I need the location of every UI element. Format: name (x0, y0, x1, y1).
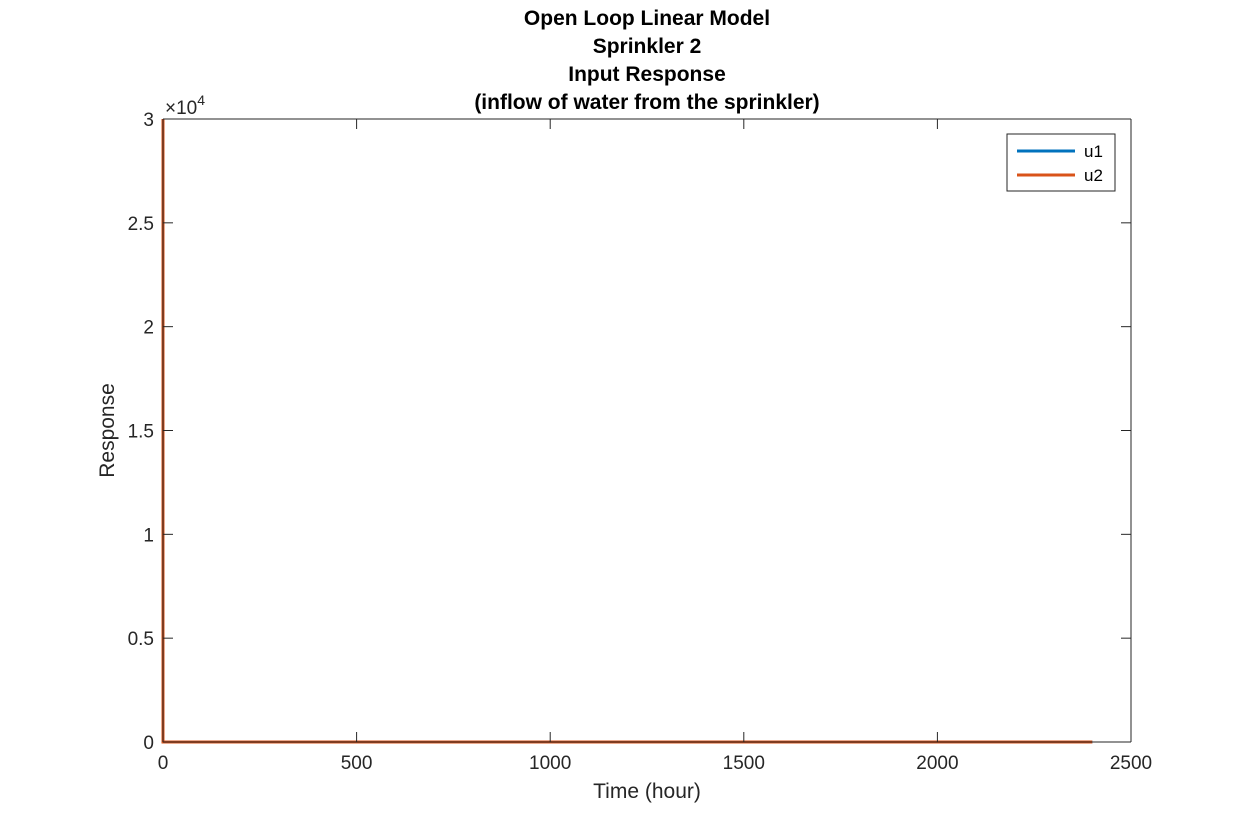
y-tick-label: 1.5 (128, 422, 154, 443)
x-tick-label: 0 (158, 753, 169, 774)
y-tick-label: 2 (143, 318, 154, 339)
chart-title-line: Sprinkler 2 (593, 35, 702, 58)
legend-box (1006, 133, 1116, 192)
y-axis-label: Response (96, 383, 119, 478)
x-tick-label: 2000 (916, 753, 958, 774)
y-axis-exponent: ×104 (165, 92, 205, 119)
chart-title-line: Open Loop Linear Model (524, 7, 770, 30)
y-tick-label: 3 (143, 110, 154, 131)
x-tick-label: 1000 (529, 753, 571, 774)
x-tick-label: 500 (341, 753, 373, 774)
y-tick-label: 0 (143, 733, 154, 754)
x-axis-label: Time (hour) (593, 780, 701, 803)
x-tick-label: 1500 (723, 753, 765, 774)
legend-label: u2 (1084, 166, 1103, 185)
y-tick-label: 2.5 (128, 214, 154, 235)
chart-title: Open Loop Linear Model Sprinkler 2 Input R… (474, 7, 819, 114)
y-exponent-base: ×10 (165, 98, 197, 119)
plot-area (163, 119, 1131, 742)
legend-label: u1 (1084, 142, 1103, 161)
y-axis-ticks: 0 0.5 1 1.5 2 2.5 3 (128, 110, 1131, 754)
x-axis-ticks: 0 500 1000 1500 2000 2500 (158, 119, 1152, 774)
chart-title-line: Input Response (568, 63, 726, 86)
y-tick-label: 1 (143, 525, 154, 546)
y-tick-label: 0.5 (128, 629, 154, 650)
y-exponent-power: 4 (197, 92, 205, 108)
x-tick-label: 2500 (1110, 753, 1152, 774)
chart-title-line: (inflow of water from the sprinkler) (474, 91, 819, 114)
